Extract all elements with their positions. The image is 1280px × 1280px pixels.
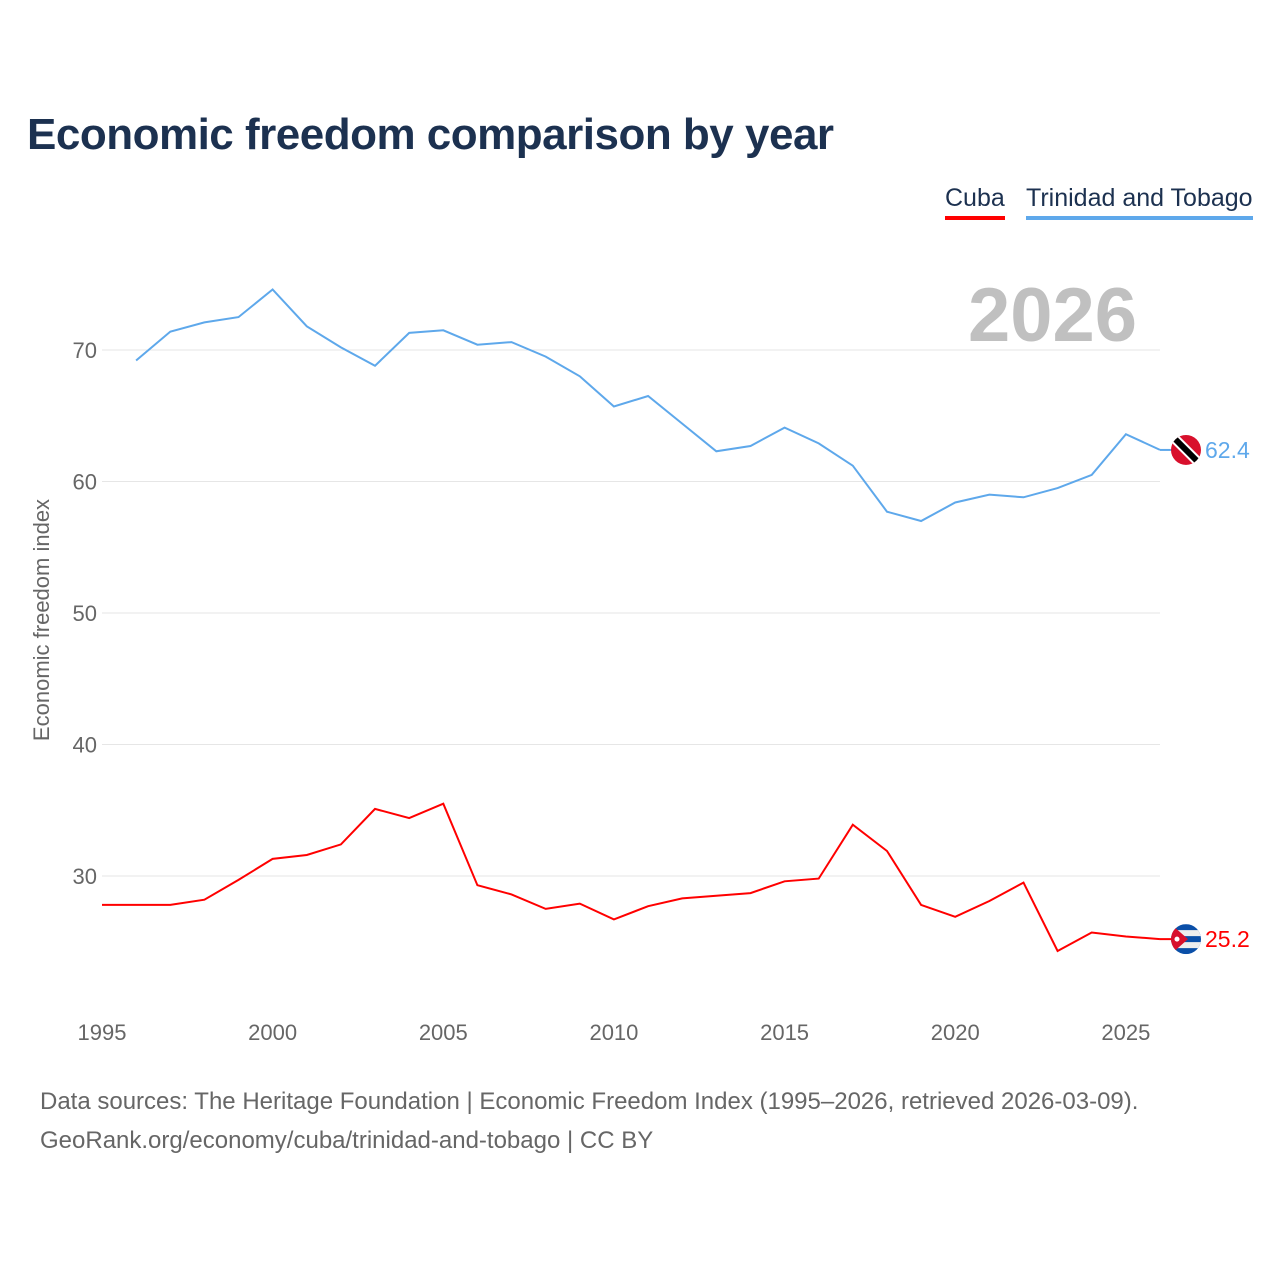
x-tick-label: 2010 bbox=[589, 1020, 638, 1045]
x-tick-label: 2015 bbox=[760, 1020, 809, 1045]
x-tick-label: 2020 bbox=[931, 1020, 980, 1045]
x-tick-label: 2025 bbox=[1101, 1020, 1150, 1045]
y-tick-label: 30 bbox=[73, 864, 97, 889]
flag-body bbox=[1171, 434, 1201, 465]
flag-stripe bbox=[1171, 930, 1201, 937]
end-value-label: 62.4 bbox=[1205, 437, 1250, 463]
footer-sources: Data sources: The Heritage Foundation | … bbox=[40, 1088, 1139, 1115]
flag-stripe bbox=[1171, 942, 1201, 949]
x-tick-label: 2000 bbox=[248, 1020, 297, 1045]
y-tick-label: 70 bbox=[73, 338, 97, 363]
series-line-cuba bbox=[102, 802, 1161, 953]
chart-title: Economic freedom comparison by year bbox=[27, 110, 834, 159]
series-line-trinidad-and-tobago bbox=[135, 288, 1161, 523]
trinidad-and-tobago-flag-icon bbox=[1171, 434, 1201, 465]
x-tick-label: 1995 bbox=[78, 1020, 127, 1045]
cuba-flag-icon bbox=[1171, 924, 1201, 955]
flag-star bbox=[1174, 936, 1180, 942]
y-tick-label: 50 bbox=[73, 601, 97, 626]
footer-link[interactable]: GeoRank.org/economy/cuba/trinidad-and-to… bbox=[40, 1127, 654, 1154]
flag-body bbox=[1171, 924, 1201, 955]
flag-black-band bbox=[1171, 434, 1201, 465]
y-tick-label: 60 bbox=[73, 470, 97, 495]
end-value-label: 25.2 bbox=[1205, 926, 1250, 952]
x-tick-label: 2005 bbox=[419, 1020, 468, 1045]
y-tick-label: 40 bbox=[73, 733, 97, 758]
legend-trinidad-and-tobago[interactable]: Trinidad and Tobago bbox=[1026, 184, 1253, 220]
current-year-label: 2026 bbox=[968, 273, 1138, 358]
legend-cuba[interactable]: Cuba bbox=[945, 184, 1005, 220]
